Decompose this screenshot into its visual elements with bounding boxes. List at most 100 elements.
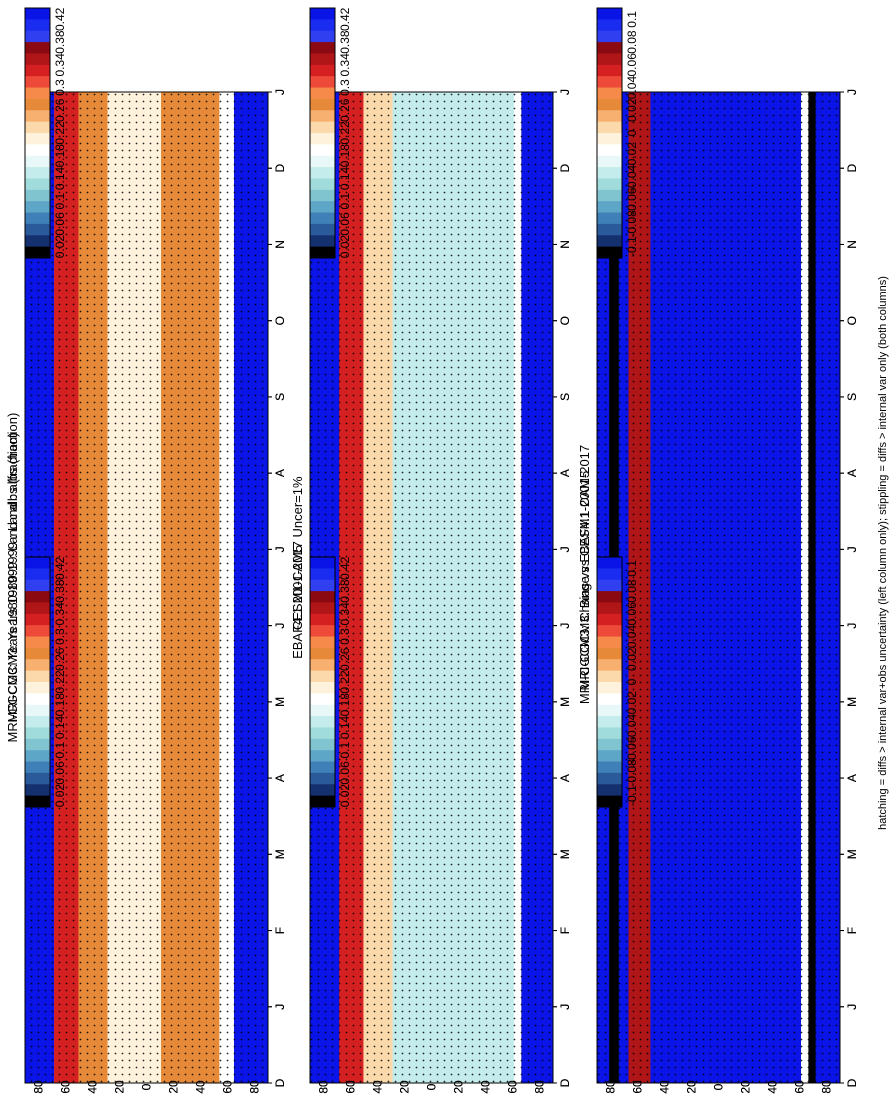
colorbar-label: 0.02 [625,647,639,671]
colorbar-swatch [25,591,50,603]
panel-5-stippling [310,92,553,1083]
colorbar-swatch [25,750,50,763]
colorbar-swatch [25,64,50,77]
month-tick-label: J [845,1004,859,1010]
colorbar-frame [24,7,51,259]
colorbar-swatch [310,87,335,100]
colorbar-label: 0.02 [53,235,67,259]
colorbar-swatch [25,76,50,89]
colorbar-swatch [597,591,622,603]
colorbar-swatch [25,625,50,638]
panel-6: DJFMAMJJASONDJ80604020020406080NSMRI-CGC… [577,89,859,1094]
colorbar-label: -0.04 [625,713,639,741]
colorbar-swatch [597,144,622,157]
month-tick-label: M [273,697,287,707]
colorbar-swatch [310,167,335,179]
month-tick-label: D [845,1078,859,1087]
colorbar-swatch [25,579,50,592]
colorbar-swatch [25,189,50,202]
colorbar-swatch [310,795,335,808]
month-tick-label: A [558,774,572,782]
colorbar-label: 0.1 [338,742,352,759]
panel-title: MRI-CGCM3: Change vs CESM1-CAM5 [577,471,592,704]
latitude-tick-label: 0 [712,1083,726,1090]
colorbar-swatch [597,693,622,706]
month-tick-label: S [558,393,572,401]
colorbar-swatch [597,76,622,89]
colorbar-swatch [25,121,50,134]
colorbar-label: 0.42 [53,7,67,31]
colorbar-swatch [25,784,50,797]
colorbar-swatch [310,201,335,214]
month-tick-label: J [845,1004,859,1010]
colorbar-swatch [25,235,50,248]
latitude-tick-label: 40 [658,1080,672,1094]
month-tick-label: N [273,240,287,249]
colorbar-swatch [597,235,622,248]
latitude-tick-label: 60 [344,1080,358,1094]
month-tick-label: F [273,927,287,934]
latitude-tick-label: 60 [221,1080,235,1094]
colorbar-swatch [310,704,335,717]
panel-title: CESM1-CAM5 [290,545,305,630]
colorbar-swatch [310,42,335,54]
colorbar-label: 0.02 [338,784,352,808]
colorbar-label: 0.26 [338,98,352,122]
colorbar-swatch [597,155,622,168]
month-tick-label: J [845,546,859,552]
colorbar-swatch [25,693,50,706]
colorbar-frame [309,556,336,808]
month-tick-label: J [558,623,572,629]
month-tick-label: D [273,1078,287,1087]
month-tick-label: J [273,546,287,552]
colorbar-swatch [310,636,335,649]
colorbar-swatch [310,772,335,785]
colorbar-label: -0.02 [625,142,639,170]
colorbar-label: 0.06 [53,761,67,785]
month-tick-label: J [845,89,859,95]
month-tick-label: D [273,164,287,173]
month-tick-label: O [845,316,859,325]
month-tick-label: F [558,927,572,934]
colorbar-label: 0.34 [53,53,67,77]
month-tick-label: M [273,697,287,707]
colorbar-swatch [597,110,622,123]
month-tick-label: O [845,316,859,325]
panel-6-stippling [597,92,840,1083]
colorbar-label: 0.02 [338,235,352,259]
month-tick-label: J [558,89,572,95]
month-tick-label: F [273,927,287,934]
month-tick-label: S [845,393,859,401]
colorbar-swatch [597,784,622,797]
month-tick-label: A [558,469,572,477]
month-tick-label: A [845,469,859,477]
colorbar-swatch [597,19,622,32]
month-tick-label: J [558,623,572,629]
colorbar-frame [309,7,336,259]
colorbar-swatch [25,636,50,649]
colorbar-swatch [25,647,50,660]
colorbar-label: 0.1 [53,742,67,759]
colorbar-swatch [25,670,50,683]
colorbar-label: 0.02 [53,784,67,808]
colorbar-label: 0 [625,678,639,685]
colorbar-swatch [310,784,335,797]
month-tick-label: M [845,697,859,707]
colorbar-label: 0.38 [53,579,67,603]
colorbar-swatch [310,98,335,111]
colorbar-swatch [597,625,622,638]
colorbar-label: 0.34 [338,53,352,77]
colorbar-label: 0.3 [338,79,352,96]
panel-title: MRI-CGCM3: Years 1980-1999 : Land : albs… [5,413,20,723]
colorbar-swatch [25,568,50,581]
colorbar-swatch [310,727,335,740]
colorbar-label: -0.1 [625,785,639,806]
colorbar-swatch [25,716,50,728]
colorbar-swatch [310,659,335,672]
colorbar-label: -0.02 [625,691,639,719]
colorbar-swatch [597,613,622,626]
colorbar-5: 0.420.380.34 0.3 0.260.220.180.14 0.1 0.060.… [309,556,352,808]
month-tick-label: S [558,393,572,401]
month-tick-label: D [845,164,859,173]
colorbar-swatch [310,64,335,77]
